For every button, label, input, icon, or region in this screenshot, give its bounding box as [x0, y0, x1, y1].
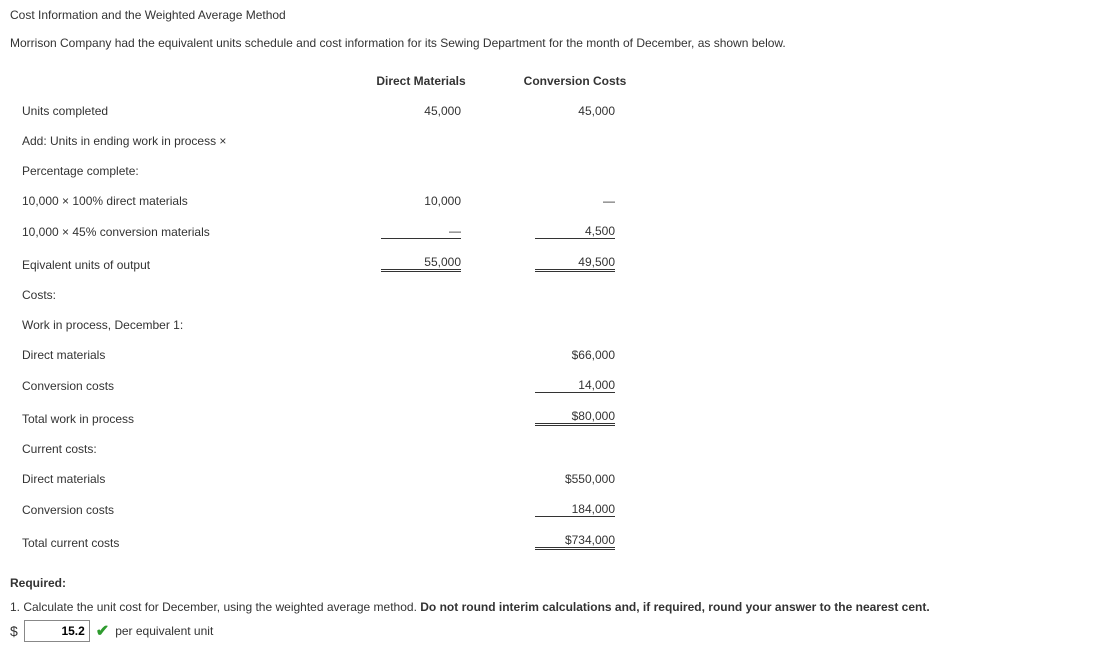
cell-value: 4,500 — [535, 224, 615, 239]
row-label: 10,000 × 100% direct materials — [10, 186, 344, 216]
row-label: Current costs: — [10, 434, 344, 464]
cell-value: — — [381, 224, 461, 239]
cell-value: $734,000 — [535, 533, 615, 550]
cell-value: 55,000 — [381, 255, 461, 272]
answer-suffix: per equivalent unit — [115, 624, 213, 638]
cell-value: 45,000 — [381, 104, 461, 118]
table-row: Total current costs $734,000 — [10, 525, 652, 558]
table-row: Direct materials $66,000 — [10, 340, 652, 370]
cell-value: $66,000 — [535, 348, 615, 362]
answer-line: $ ✔ per equivalent unit — [10, 620, 1097, 642]
row-label: 10,000 × 45% conversion materials — [10, 216, 344, 247]
row-label: Percentage complete: — [10, 156, 344, 186]
q1-text: 1. Calculate the unit cost for December,… — [10, 600, 420, 614]
row-label: Eqivalent units of output — [10, 247, 344, 280]
table-row: Conversion costs 184,000 — [10, 494, 652, 525]
table-row: Direct materials $550,000 — [10, 464, 652, 494]
row-label: Total current costs — [10, 525, 344, 558]
row-label: Costs: — [10, 280, 344, 310]
check-icon: ✔ — [96, 621, 109, 641]
cell-value: $80,000 — [535, 409, 615, 426]
row-label: Work in process, December 1: — [10, 310, 344, 340]
question-1: 1. Calculate the unit cost for December,… — [10, 600, 1097, 614]
row-label: Units completed — [10, 96, 344, 126]
row-label: Conversion costs — [10, 370, 344, 401]
cost-table: Direct Materials Conversion Costs Units … — [10, 66, 652, 558]
table-row: Costs: — [10, 280, 652, 310]
answer-input[interactable] — [24, 620, 90, 642]
table-row: 10,000 × 45% conversion materials — 4,50… — [10, 216, 652, 247]
cell-value: 45,000 — [535, 104, 615, 118]
table-row: 10,000 × 100% direct materials 10,000 — — [10, 186, 652, 216]
row-label: Conversion costs — [10, 494, 344, 525]
table-row: Work in process, December 1: — [10, 310, 652, 340]
q1-bold: Do not round interim calculations and, i… — [420, 600, 929, 614]
row-label: Total work in process — [10, 401, 344, 434]
header-conversion-costs: Conversion Costs — [498, 66, 652, 96]
table-row: Conversion costs 14,000 — [10, 370, 652, 401]
table-row: Add: Units in ending work in process × — [10, 126, 652, 156]
cell-value: — — [535, 194, 615, 208]
page-title: Cost Information and the Weighted Averag… — [10, 8, 1097, 22]
row-label: Direct materials — [10, 340, 344, 370]
row-label: Add: Units in ending work in process × — [10, 126, 344, 156]
intro-text: Morrison Company had the equivalent unit… — [10, 36, 1097, 50]
header-direct-materials: Direct Materials — [344, 66, 498, 96]
table-row: Percentage complete: — [10, 156, 652, 186]
cell-value: 14,000 — [535, 378, 615, 393]
cell-value: $550,000 — [535, 472, 615, 486]
table-row: Eqivalent units of output 55,000 49,500 — [10, 247, 652, 280]
cell-value: 49,500 — [535, 255, 615, 272]
table-row: Current costs: — [10, 434, 652, 464]
required-label: Required: — [10, 576, 1097, 590]
row-label: Direct materials — [10, 464, 344, 494]
table-row: Total work in process $80,000 — [10, 401, 652, 434]
cell-value: 10,000 — [381, 194, 461, 208]
table-row: Units completed 45,000 45,000 — [10, 96, 652, 126]
currency-symbol: $ — [10, 623, 18, 639]
cell-value: 184,000 — [535, 502, 615, 517]
